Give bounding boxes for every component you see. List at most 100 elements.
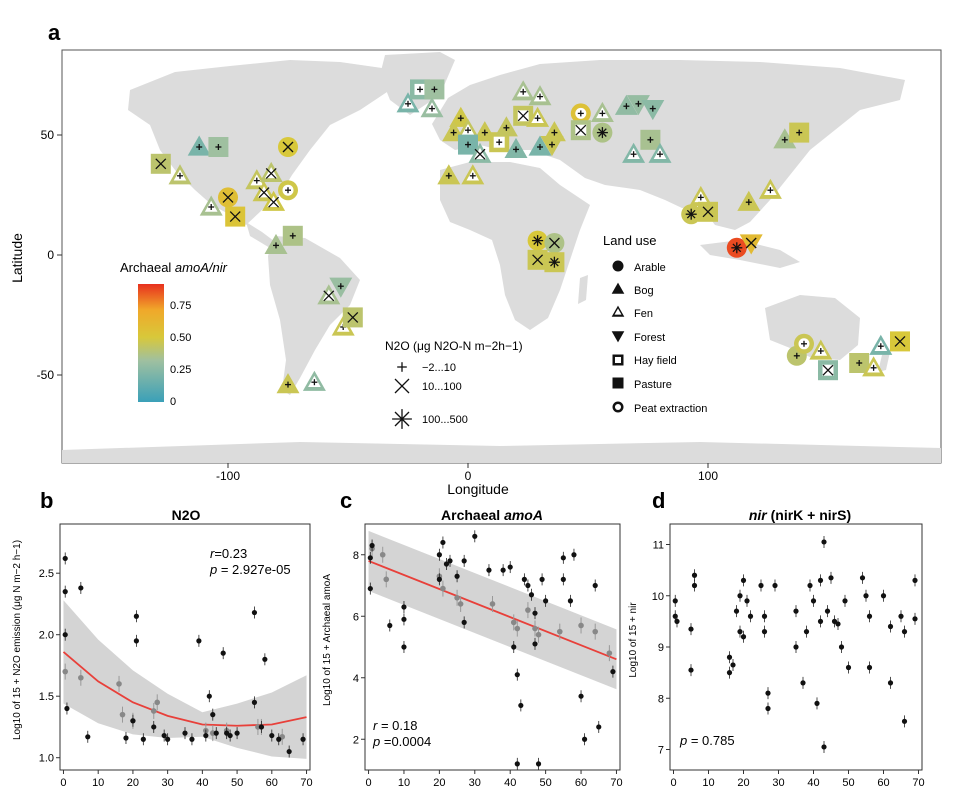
data-point [912, 616, 918, 622]
data-point-grey [525, 607, 531, 613]
data-point [901, 629, 908, 635]
world-map: -100 0 100 Longitude 50 0 -50 Latitude [9, 49, 942, 497]
data-point [592, 582, 598, 589]
chart-b-y-title: Log10 of 15 + N2O emission (μg N m−2 h−1… [12, 540, 23, 740]
chart-d-y-title: Log10 of 15 + nir [628, 602, 639, 678]
data-point [262, 656, 268, 662]
site-n2o-glyph [323, 290, 335, 302]
data-point [140, 736, 146, 742]
x-tick-label: 50 [231, 777, 243, 789]
data-point [859, 575, 866, 581]
data-point [535, 761, 542, 767]
site-n2o-glyph [282, 141, 294, 153]
site-n2o-glyph [686, 209, 696, 219]
data-point [730, 662, 736, 668]
data-point [845, 664, 852, 671]
data-point [436, 552, 442, 558]
data-point-grey [489, 601, 496, 607]
n2o-legend-title: N2O (μg N2O-N m−2h−1) [385, 339, 523, 353]
data-point [596, 724, 602, 730]
y-tick-label: 2.0 [39, 630, 54, 642]
site-n2o-glyph [550, 257, 559, 267]
data-point [161, 732, 167, 739]
y-tick-label: 8 [353, 550, 359, 562]
x-tick-label: 0 [365, 777, 371, 789]
data-point [387, 622, 393, 629]
data-point [276, 736, 282, 742]
n2o-legend-label: −2...10 [422, 362, 456, 374]
data-point [733, 608, 740, 614]
panel-label-a: a [48, 20, 61, 45]
data-point [206, 693, 212, 699]
data-point [800, 680, 806, 686]
data-point-grey [578, 622, 584, 629]
site-n2o-glyph [265, 167, 277, 179]
site-n2o-glyph [894, 335, 906, 347]
map-x-axis-title: Longitude [447, 481, 509, 497]
data-point [567, 598, 574, 604]
data-point [227, 732, 233, 739]
land-use-glyph-square_open-inner [614, 356, 622, 364]
data-point [691, 582, 698, 589]
map-x-tick: 0 [465, 469, 472, 483]
data-point [133, 638, 139, 644]
data-point [688, 626, 694, 632]
data-point [740, 634, 747, 640]
colorbar-title: Archaeal amoA/nir [120, 260, 228, 275]
x-tick-label: 60 [266, 777, 278, 789]
x-tick-label: 10 [702, 777, 714, 789]
data-point-grey [116, 681, 122, 687]
site-n2o-glyph [702, 206, 714, 218]
data-point [901, 718, 908, 724]
data-point [726, 670, 733, 676]
data-point-grey [592, 628, 599, 635]
x-tick-label: 70 [610, 777, 622, 789]
data-point [691, 572, 698, 578]
data-point [486, 567, 492, 573]
land-use-legend-title: Land use [603, 233, 657, 248]
confidence-band [63, 600, 307, 759]
data-point [401, 616, 407, 622]
data-point [688, 667, 694, 673]
data-point [251, 609, 258, 616]
n2o-legend: N2O (μg N2O-N m−2h−1) −2...10 10...100 1… [385, 339, 523, 429]
land-use-label: Peat extraction [634, 403, 707, 415]
y-tick-label: 2.5 [39, 568, 54, 580]
y-tick-label: 1.0 [39, 753, 54, 765]
data-point [189, 736, 195, 742]
data-point [369, 542, 375, 549]
data-point [234, 730, 240, 736]
y-tick-label: 7 [658, 745, 664, 757]
site-n2o-glyph [598, 128, 607, 137]
n2o-legend-glyphs [392, 362, 412, 429]
x-tick-label: 10 [92, 777, 104, 789]
data-point [803, 629, 810, 635]
x-tick-label: 30 [772, 777, 784, 789]
data-point [62, 632, 68, 638]
data-point [610, 669, 616, 675]
data-point-grey [532, 625, 538, 632]
data-point [761, 629, 768, 635]
site-n2o-glyph [533, 236, 542, 245]
map-x-axis: -100 0 100 Longitude [216, 463, 718, 497]
data-point [436, 576, 442, 582]
data-point-grey [150, 708, 157, 714]
map-site-markers [150, 79, 910, 394]
map-x-tick: 100 [698, 469, 718, 483]
land-use-label: Pasture [634, 379, 672, 391]
data-point [817, 577, 824, 583]
site-n2o-glyph [229, 211, 241, 223]
chart-b: 0 10 20 30 40 50 60 70 1.0 1.5 2.0 2.5 [39, 523, 313, 789]
data-point [817, 618, 824, 624]
site-marker [739, 234, 763, 255]
land-use-label: Forest [634, 332, 665, 344]
data-point [581, 736, 588, 742]
chart-c: 0 10 20 30 40 50 60 70 2 4 6 8 [353, 523, 623, 789]
data-point [744, 598, 750, 604]
site-n2o-glyph [575, 124, 587, 136]
x-tick-label: 20 [737, 777, 749, 789]
land-use-glyph-triangle [611, 282, 625, 294]
site-n2o-glyph [745, 237, 757, 249]
chart-c-r2: r = 0.18 [373, 718, 417, 733]
